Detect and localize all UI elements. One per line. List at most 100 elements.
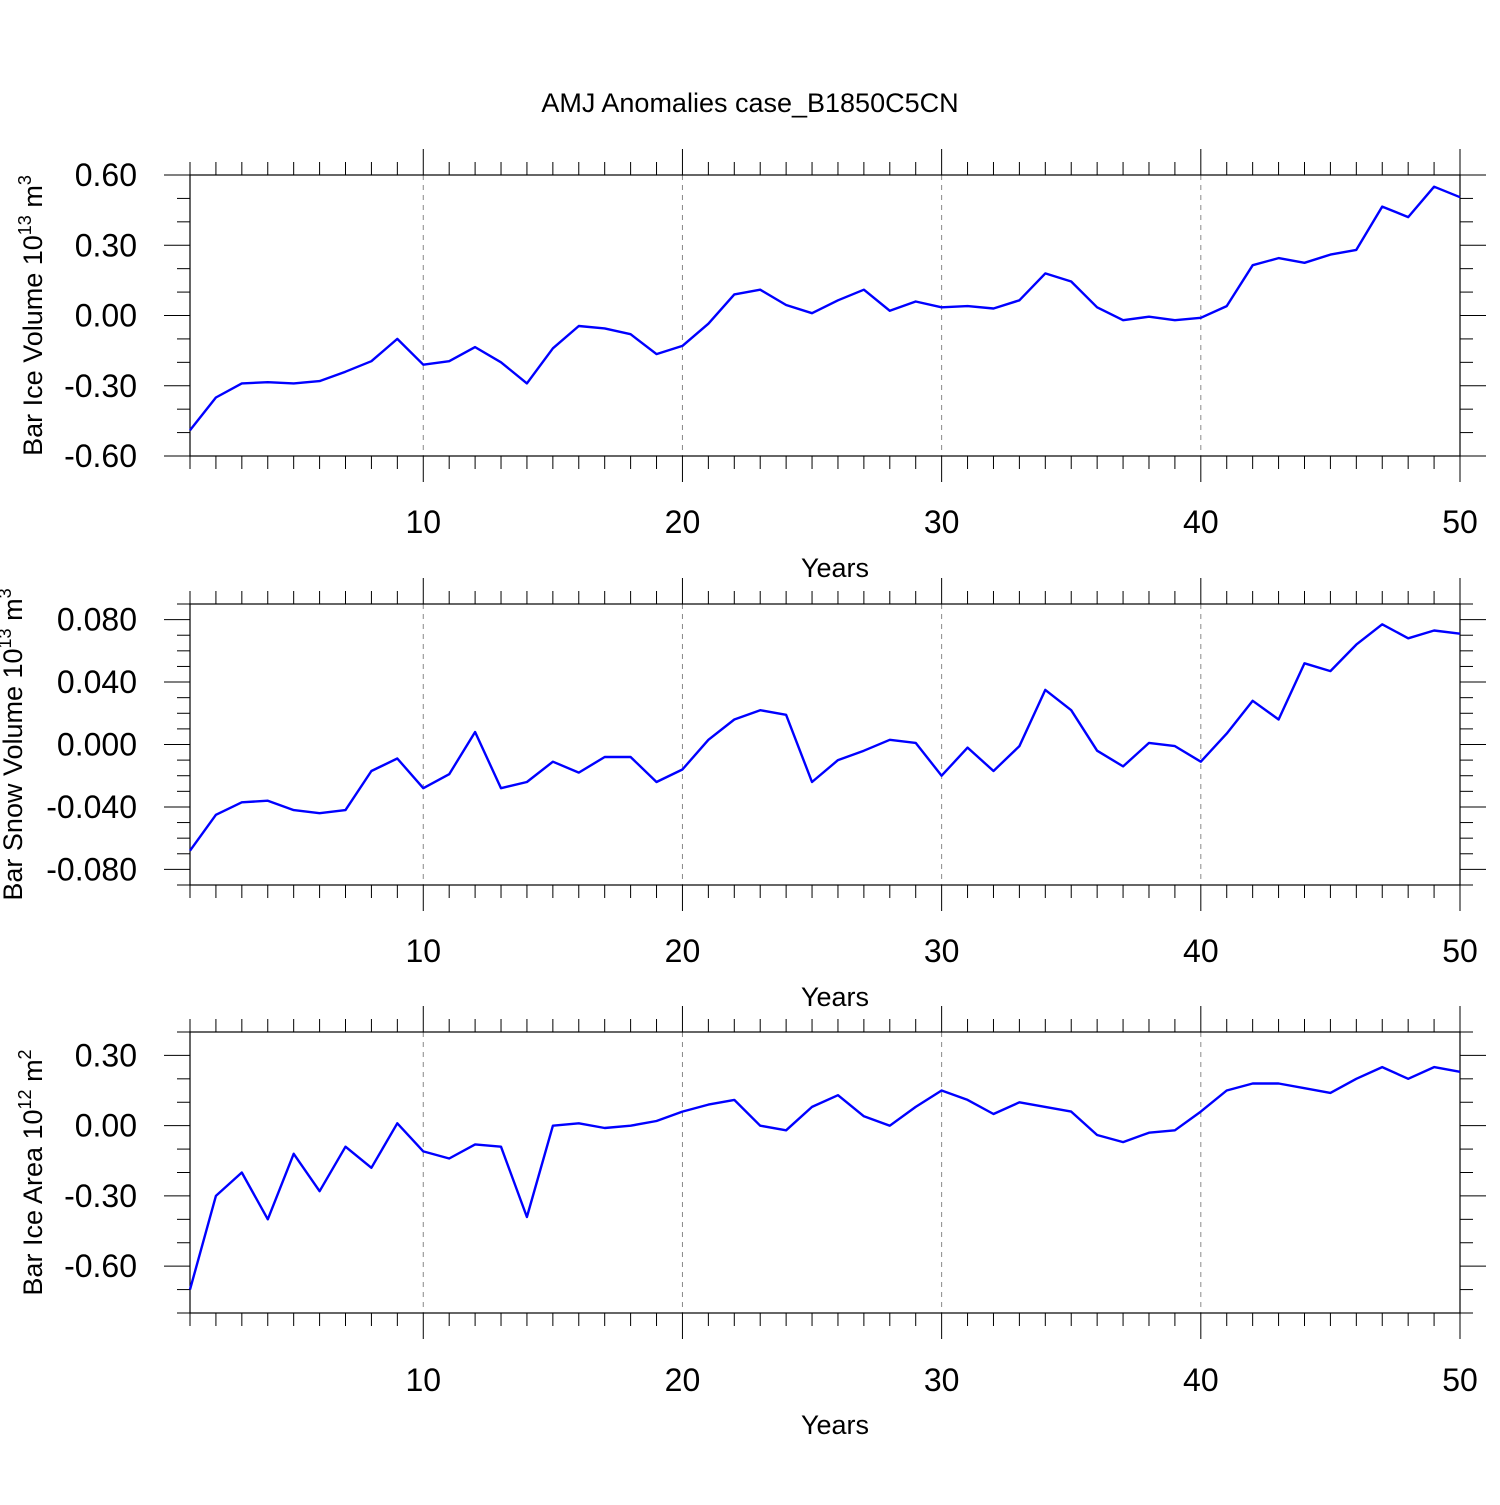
y-tick-label: 0.60 xyxy=(75,157,137,193)
data-point xyxy=(836,1093,840,1097)
data-point xyxy=(1069,1110,1073,1114)
data-point xyxy=(1173,744,1177,748)
plot-frame xyxy=(189,1031,1461,1314)
data-point xyxy=(1043,688,1047,692)
data-point xyxy=(240,1171,244,1175)
data-point xyxy=(1121,318,1125,322)
data-point xyxy=(1380,1065,1384,1069)
data-point xyxy=(966,746,970,750)
data-point xyxy=(473,1142,477,1146)
data-point xyxy=(706,738,710,742)
data-point xyxy=(292,381,296,385)
data-point xyxy=(188,1288,192,1292)
data-point xyxy=(344,1145,348,1149)
x-tick-label: 10 xyxy=(405,933,441,969)
data-point xyxy=(836,758,840,762)
data-point xyxy=(447,772,451,776)
y-tick-label: -0.60 xyxy=(64,438,137,474)
data-point xyxy=(1069,708,1073,712)
data-point xyxy=(1225,304,1229,308)
data-point xyxy=(499,1145,503,1149)
data-point xyxy=(1199,316,1203,320)
data-point xyxy=(914,741,918,745)
data-point xyxy=(940,1089,944,1093)
data-point xyxy=(1095,1133,1099,1137)
data-point xyxy=(862,1114,866,1118)
data-point xyxy=(680,767,684,771)
y-tick-label: 0.00 xyxy=(75,1108,137,1144)
x-tick-label: 30 xyxy=(924,504,960,540)
data-point xyxy=(1380,205,1384,209)
panel-ice-area: 10 20 30 40 50 -0.60 -0.30 0.00 0.30 Years Bar Ice… xyxy=(15,1006,1486,1440)
data-point xyxy=(732,1098,736,1102)
x-tick-label: 50 xyxy=(1442,933,1478,969)
data-point xyxy=(266,799,270,803)
series-line xyxy=(189,185,1461,431)
data-point xyxy=(1225,1089,1229,1093)
data-point xyxy=(1017,744,1021,748)
data-point xyxy=(188,849,192,853)
data-point xyxy=(655,1119,659,1123)
data-point xyxy=(1328,669,1332,673)
data-point xyxy=(1251,263,1255,267)
data-point xyxy=(1043,1105,1047,1109)
panel-snow-volume: 10 20 30 40 50 -0.080 -0.040 0.000 0.040 0.080 Yea… xyxy=(0,578,1486,1012)
data-point xyxy=(214,1194,218,1198)
data-point xyxy=(706,1103,710,1107)
data-point xyxy=(758,1124,762,1128)
y-tick-label: -0.040 xyxy=(46,789,137,825)
data-point xyxy=(551,760,555,764)
data-point xyxy=(966,1098,970,1102)
x-tick-label: 20 xyxy=(665,933,701,969)
data-point xyxy=(1432,185,1436,189)
data-point xyxy=(1328,253,1332,257)
data-point xyxy=(1069,280,1073,284)
data-point xyxy=(1017,1100,1021,1104)
data-point xyxy=(214,395,218,399)
data-point xyxy=(1121,764,1125,768)
y-tick-label: -0.080 xyxy=(46,851,137,887)
x-tick-label: 50 xyxy=(1442,1362,1478,1398)
data-point xyxy=(577,324,581,328)
x-tick-label: 30 xyxy=(924,1362,960,1398)
data-point xyxy=(1354,643,1358,647)
data-point xyxy=(888,738,892,742)
data-point xyxy=(1173,1128,1177,1132)
data-point xyxy=(266,380,270,384)
data-point xyxy=(1354,1077,1358,1081)
data-point xyxy=(1277,718,1281,722)
data-point xyxy=(1199,1110,1203,1114)
data-point xyxy=(1277,256,1281,260)
data-point xyxy=(1199,760,1203,764)
data-point xyxy=(655,352,659,356)
y-tick-label: 0.30 xyxy=(75,1037,137,1073)
data-point xyxy=(1458,632,1462,636)
y-axis-label: Bar Ice Area 1012 m2 xyxy=(15,1049,48,1295)
data-point xyxy=(525,1215,529,1219)
data-point xyxy=(758,708,762,712)
data-point xyxy=(1017,298,1021,302)
data-point xyxy=(1406,636,1410,640)
data-point xyxy=(421,786,425,790)
data-point xyxy=(318,811,322,815)
data-point xyxy=(1380,622,1384,626)
x-tick-label: 40 xyxy=(1183,933,1219,969)
data-point xyxy=(214,813,218,817)
data-point xyxy=(577,771,581,775)
x-axis-label: Years xyxy=(801,982,869,1012)
data-point xyxy=(369,1166,373,1170)
data-point xyxy=(1328,1091,1332,1095)
x-tick-label: 10 xyxy=(405,504,441,540)
x-tick-label: 20 xyxy=(665,1362,701,1398)
data-point xyxy=(395,337,399,341)
data-point xyxy=(991,1112,995,1116)
data-point xyxy=(966,304,970,308)
data-point xyxy=(914,299,918,303)
data-point xyxy=(784,303,788,307)
data-point xyxy=(603,1126,607,1130)
data-point xyxy=(447,1156,451,1160)
y-tick-label: 0.00 xyxy=(75,298,137,334)
data-point xyxy=(655,780,659,784)
data-point xyxy=(862,288,866,292)
data-point xyxy=(369,359,373,363)
